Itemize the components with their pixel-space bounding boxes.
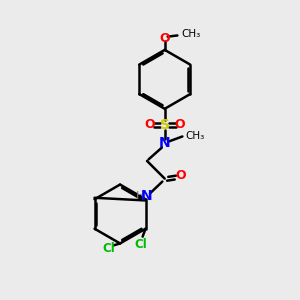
Text: O: O [175, 118, 185, 131]
Text: CH₃: CH₃ [185, 131, 205, 141]
Text: Cl: Cl [102, 242, 115, 255]
Text: O: O [159, 32, 170, 45]
Text: Cl: Cl [134, 238, 147, 250]
Text: N: N [141, 189, 153, 203]
Text: S: S [160, 118, 170, 132]
Text: O: O [176, 169, 186, 182]
Text: H: H [136, 191, 145, 201]
Text: N: N [159, 136, 170, 150]
Text: O: O [144, 118, 155, 131]
Text: CH₃: CH₃ [182, 29, 201, 39]
